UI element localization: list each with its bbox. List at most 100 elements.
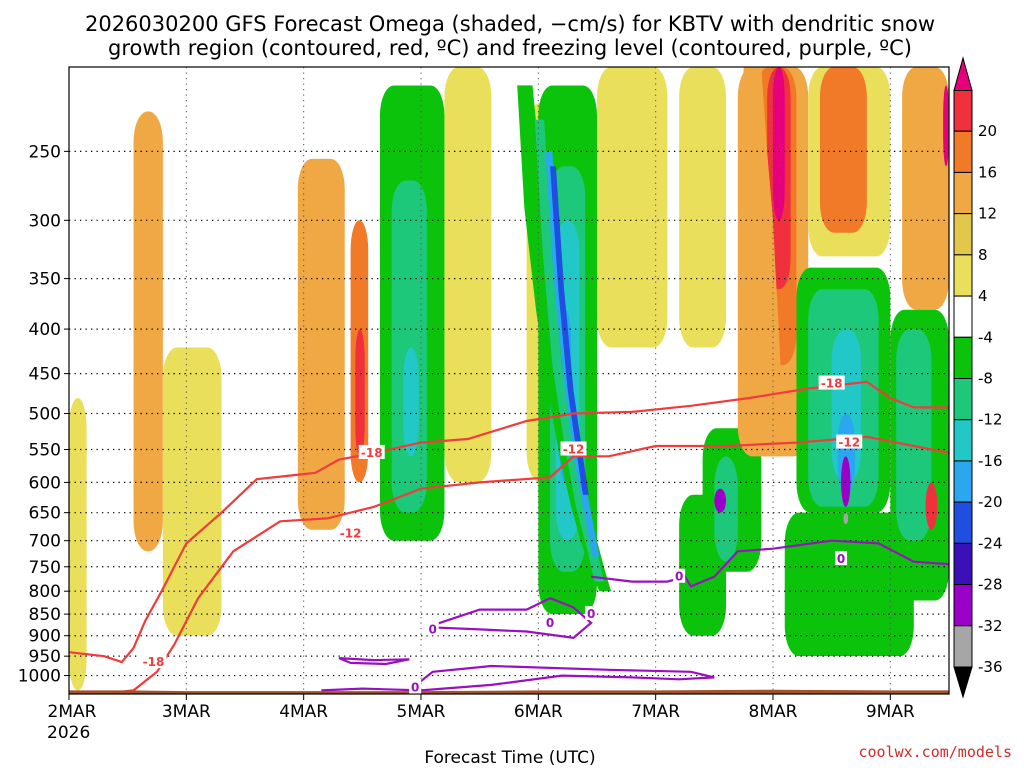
- omega-cell-37: [925, 482, 938, 530]
- terrain-layer: [69, 689, 949, 694]
- dsgr-minus12-contour: [91, 435, 949, 694]
- red-label-bg-1: [358, 444, 385, 459]
- omega-cell-19: [714, 488, 727, 513]
- colorbar-segment-9: [953, 419, 973, 462]
- red-label-bg-2: [818, 375, 845, 390]
- omega-cell-7: [391, 180, 427, 513]
- colorbar-label-7: -12: [978, 411, 1003, 429]
- omega-cell-0: [69, 398, 87, 691]
- colorbar-label-11: -28: [978, 576, 1003, 594]
- omega-cell-34: [902, 67, 949, 310]
- credit-text: coolwx.com/models: [858, 743, 1012, 761]
- x-first-sublabel: 2026: [47, 723, 90, 743]
- freezing-level-contour-0: [338, 657, 410, 666]
- y-tick-label-500: 500: [29, 404, 61, 424]
- colorbar-segment-2: [953, 130, 973, 173]
- y-tick-label-600: 600: [29, 473, 61, 493]
- colorbar-segment-13: [953, 584, 973, 627]
- colorbar-label-5: -4: [978, 328, 993, 346]
- purple-contour-label-0: 0: [429, 622, 437, 636]
- red-contour-label-5: -12: [838, 436, 860, 450]
- red-label-bg-5: [836, 434, 863, 449]
- omega-cell-24: [773, 67, 785, 221]
- colorbar-segment-1: [953, 89, 973, 132]
- x-axis-label: Forecast Time (UTC): [424, 748, 595, 768]
- omega-cell-32: [841, 456, 851, 507]
- colorbar-label-0: 20: [978, 122, 997, 140]
- omega-cell-2: [162, 347, 222, 636]
- y-tick-label-700: 700: [29, 532, 61, 552]
- colorbar-label-3: 8: [978, 246, 988, 264]
- purple-label-bg-3: [585, 606, 598, 621]
- y-tick-label-400: 400: [29, 320, 61, 340]
- omega-cell-36: [896, 329, 932, 541]
- omega-cell-20: [679, 67, 727, 348]
- colorbar-label-6: -8: [978, 370, 993, 388]
- colorbar-segment-8: [953, 378, 973, 421]
- colorbar-segment-7: [953, 336, 973, 379]
- omega-cell-1: [133, 111, 163, 552]
- y-tick-label-1000: 1000: [18, 667, 61, 687]
- y-axis: 2503003504004505005506006507007508008509…: [18, 142, 69, 687]
- x-tick-label-2MAR: 2MAR: [48, 702, 97, 722]
- x-tick-label-6MAR: 6MAR: [514, 702, 563, 722]
- purple-label-bg-0: [426, 621, 439, 636]
- x-tick-label-8MAR: 8MAR: [749, 702, 798, 722]
- x-tick-label-3MAR: 3MAR: [162, 702, 211, 722]
- colorbar-segment-11: [953, 501, 973, 544]
- purple-contour-label-4: 0: [675, 570, 683, 584]
- x-axis: 2MAR 3MAR 4MAR 5MAR 6MAR 7MAR 8MAR 9MAR: [48, 694, 915, 722]
- omega-cell-26: [819, 67, 867, 233]
- colorbar-segment-6: [953, 295, 973, 338]
- omega-band-4: [740, 67, 783, 457]
- colorbar-label-13: -36: [978, 658, 1003, 676]
- omega-cell-5: [355, 329, 365, 457]
- colorbar-segment-10: [953, 460, 973, 503]
- contour-labels: -18 -18 -18 -12 -12 -12 0 0 0 0 0 0: [140, 375, 863, 694]
- y-tick-label-300: 300: [29, 211, 61, 231]
- colorbar-label-1: 16: [978, 163, 997, 181]
- colorbar-label-4: 4: [978, 287, 988, 305]
- colorbar-bottom-arrow: [953, 666, 973, 699]
- red-contour-label-0: -18: [143, 655, 165, 669]
- red-contour-label-1: -18: [361, 446, 383, 460]
- omega-cell-38: [943, 85, 949, 167]
- omega-cell-33: [843, 512, 849, 525]
- purple-label-bg-5: [835, 551, 848, 566]
- colorbar-label-9: -20: [978, 493, 1003, 511]
- colorbar-segment-14: [953, 625, 973, 668]
- y-tick-label-350: 350: [29, 270, 61, 290]
- y-tick-label-900: 900: [29, 627, 61, 647]
- colorbar-label-12: -32: [978, 617, 1003, 635]
- omega-cell-15: [597, 67, 668, 348]
- omega-cell-18: [714, 456, 738, 562]
- y-tick-label-800: 800: [29, 582, 61, 602]
- y-tick-label-950: 950: [29, 647, 61, 667]
- x-tick-label-5MAR: 5MAR: [397, 702, 446, 722]
- colorbar-label-8: -16: [978, 452, 1003, 470]
- x-tick-label-7MAR: 7MAR: [631, 702, 680, 722]
- colorbar: 20 16 12 8 4 -4 -8 -12 -16 -20 -24 -28 -32 -36: [953, 56, 1003, 699]
- chart-title-line-2: growth region (contoured, red, ºC) and f…: [108, 36, 912, 60]
- grid-lines: [69, 67, 949, 694]
- colorbar-segment-3: [953, 171, 973, 215]
- y-tick-label-450: 450: [29, 365, 61, 385]
- colorbar-segment-5: [953, 254, 973, 297]
- colorbar-label-10: -24: [978, 534, 1003, 552]
- purple-label-bg-2: [544, 614, 557, 629]
- red-contour-label-3: -12: [340, 527, 362, 541]
- red-label-bg-3: [337, 525, 364, 540]
- terrain-fill: [69, 689, 949, 694]
- red-contour-label-4: -12: [563, 443, 585, 457]
- y-tick-label-550: 550: [29, 441, 61, 461]
- plot-frame: [68, 66, 950, 695]
- omega-cell-3: [297, 158, 345, 530]
- omega-band-3: [550, 166, 589, 495]
- red-label-bg-4: [560, 441, 587, 456]
- purple-contour-label-3: 0: [587, 607, 595, 621]
- omega-cell-27: [784, 512, 914, 657]
- omega-cell-9: [444, 67, 492, 483]
- colorbar-top-arrow: [953, 56, 973, 91]
- x-tick-label-9MAR: 9MAR: [866, 702, 915, 722]
